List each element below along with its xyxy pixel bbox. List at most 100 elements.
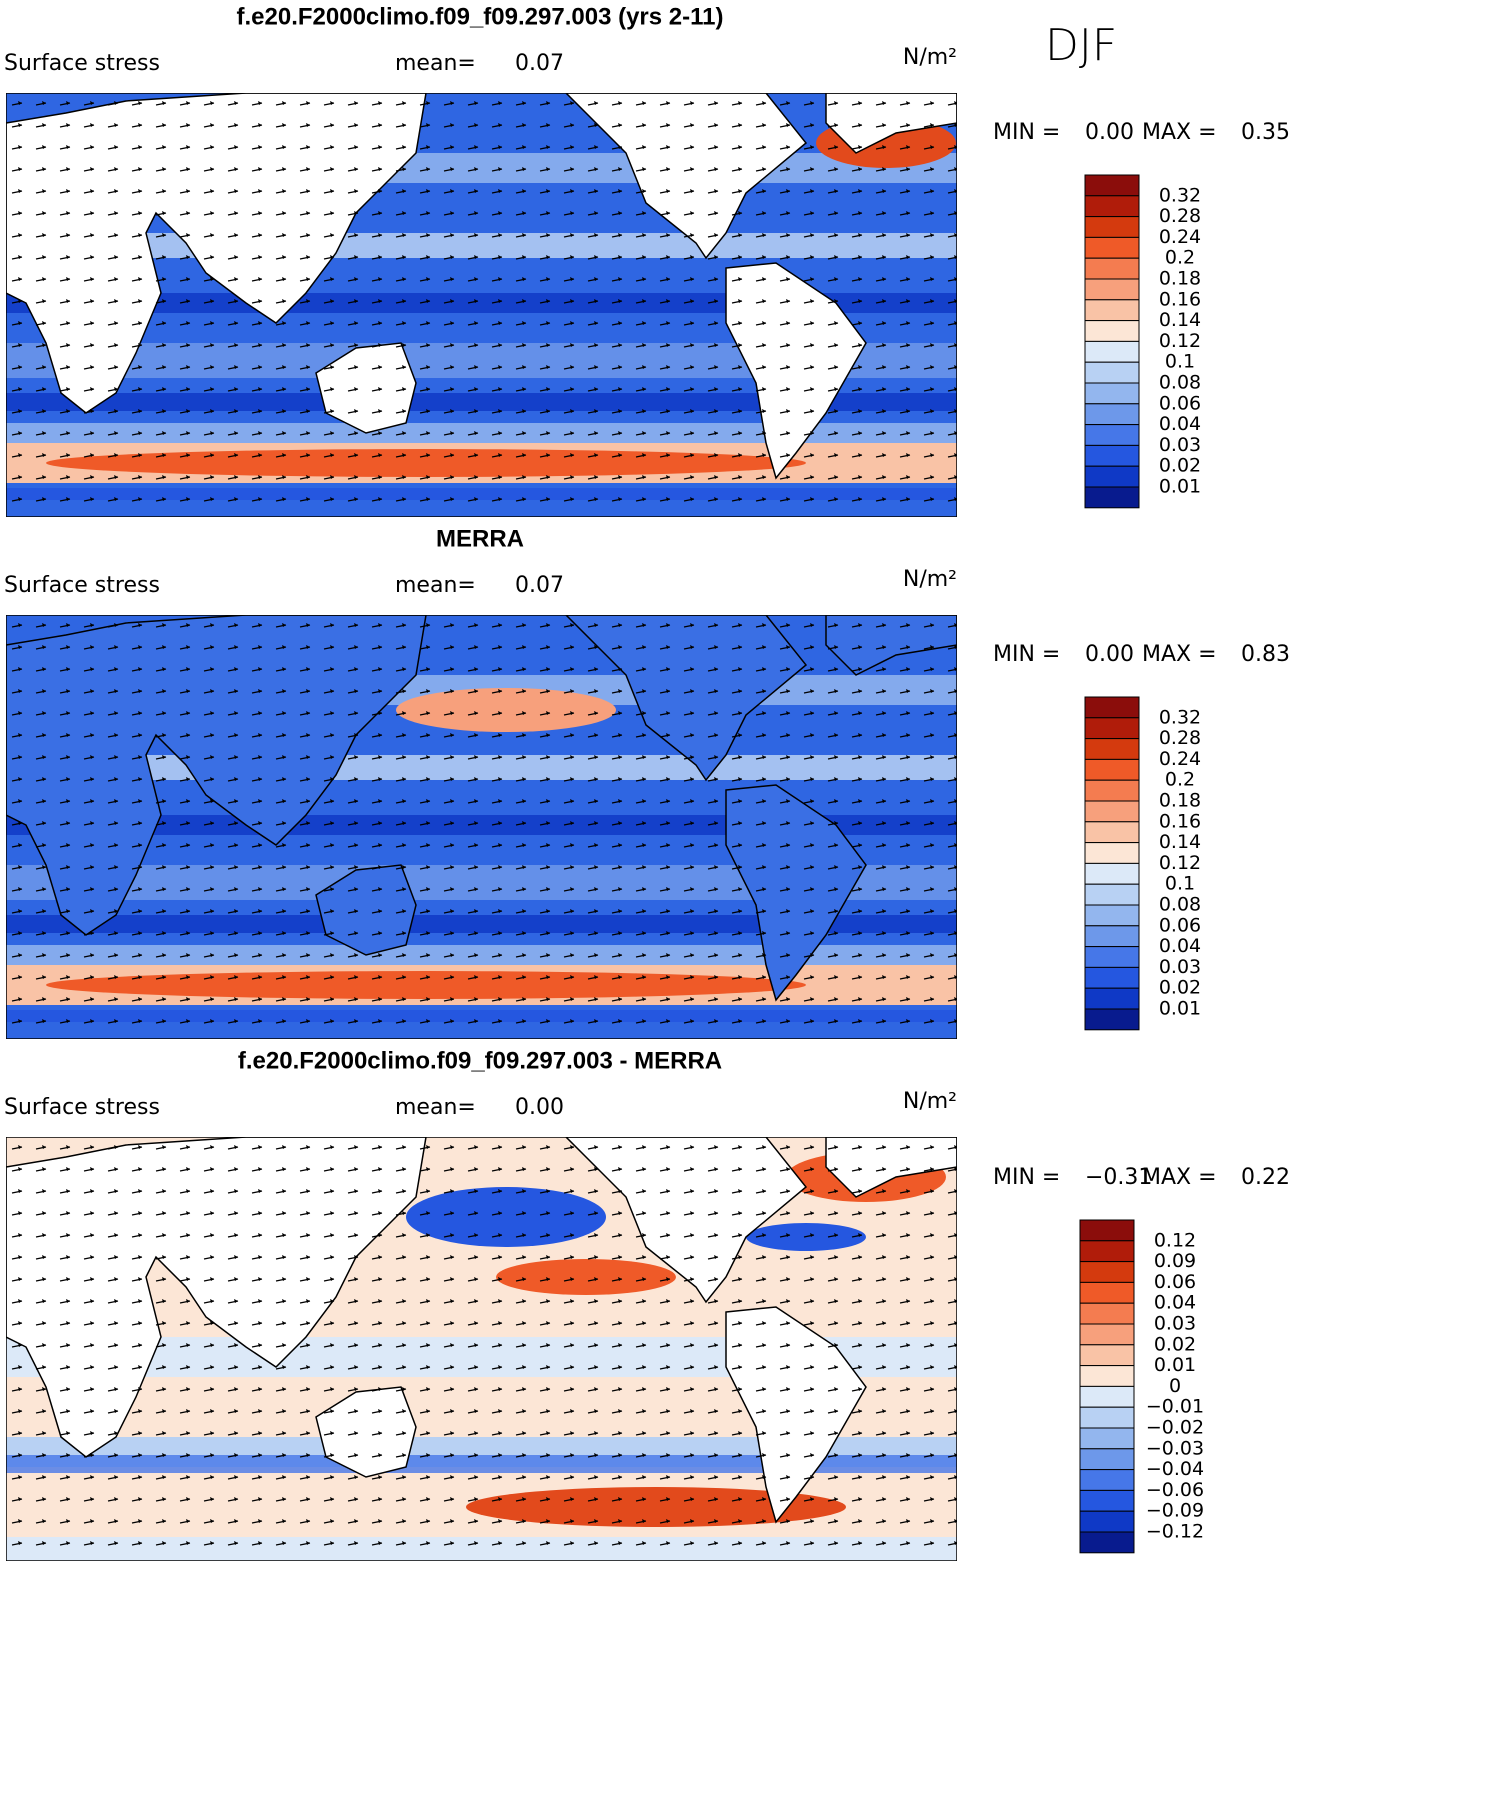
min-label: MIN =	[993, 642, 1060, 667]
wind-arrows	[6, 93, 957, 517]
colorbar-swatch	[1084, 382, 1140, 405]
wind-arrows	[6, 1137, 957, 1561]
panel: f.e20.F2000climo.f09_f09.297.003 (yrs 2-…	[4, 3, 1290, 517]
colorbar-swatch	[1084, 257, 1140, 280]
colorbar-swatch	[1084, 738, 1140, 760]
max-value: 0.35	[1241, 120, 1290, 145]
colorbar-label: 0.16	[1159, 288, 1201, 310]
colorbar-label: 0.24	[1159, 748, 1201, 770]
colorbar-label: 0.02	[1159, 977, 1201, 999]
colorbar-swatch	[1084, 424, 1140, 446]
colorbar-label: 0.03	[1159, 956, 1201, 978]
colorbar-label: 0.02	[1154, 1333, 1196, 1355]
colorbar-swatch	[1079, 1219, 1135, 1242]
colorbar-swatch	[1079, 1281, 1135, 1304]
colorbar-label: 0.1	[1165, 351, 1195, 373]
max-value: 0.22	[1241, 1165, 1290, 1190]
colorbar-label: 0	[1169, 1375, 1181, 1397]
mean-label: mean=	[395, 51, 476, 76]
colorbar-swatch	[1084, 361, 1140, 384]
colorbar-swatch	[1084, 883, 1140, 906]
panel-title: f.e20.F2000climo.f09_f09.297.003 (yrs 2-…	[237, 3, 724, 30]
colorbar-swatch	[1084, 779, 1140, 802]
colorbar-swatch	[1079, 1469, 1135, 1491]
colorbar-label: −0.04	[1146, 1458, 1204, 1480]
colorbar-label: 0.32	[1159, 706, 1201, 728]
colorbar-swatch	[1079, 1427, 1135, 1450]
max-label: MAX =	[1142, 1165, 1217, 1190]
colorbar-swatch	[1084, 862, 1140, 885]
colorbar-swatch	[1079, 1261, 1135, 1283]
max-label: MAX =	[1142, 120, 1217, 145]
colorbar-label: 0.04	[1154, 1292, 1196, 1314]
season-label: DJF	[1045, 20, 1117, 71]
colorbar-label: 0.01	[1159, 998, 1201, 1020]
colorbar-label: 0.24	[1159, 226, 1201, 248]
colorbar-swatch	[1079, 1448, 1135, 1471]
colorbar-swatch	[1084, 904, 1140, 927]
colorbar-swatch	[1084, 946, 1140, 968]
colorbar-label: −0.06	[1146, 1479, 1204, 1501]
colorbar-swatch	[1084, 987, 1140, 1010]
colorbar-swatch	[1084, 842, 1140, 864]
units: N/m²	[903, 1089, 957, 1114]
colorbar-swatch	[1084, 216, 1140, 238]
colorbar-swatch	[1084, 486, 1140, 509]
colorbar-swatch	[1079, 1323, 1135, 1346]
mean-label: mean=	[395, 573, 476, 598]
colorbar-label: 0.04	[1159, 935, 1201, 957]
colorbar-label: 0.2	[1165, 769, 1195, 791]
colorbar-label: 0.02	[1159, 455, 1201, 477]
wind-arrows	[6, 615, 957, 1039]
colorbar-swatch	[1084, 278, 1140, 301]
colorbar-label: 0.06	[1159, 914, 1201, 936]
colorbar-swatch	[1079, 1531, 1135, 1554]
colorbar-label: 0.28	[1159, 205, 1201, 227]
panel-title: MERRA	[436, 525, 524, 552]
colorbar-label: 0.06	[1159, 392, 1201, 414]
map	[6, 93, 957, 517]
max-label: MAX =	[1142, 642, 1217, 667]
colorbar-swatch	[1079, 1385, 1135, 1408]
min-value: 0.00	[1085, 120, 1134, 145]
map	[6, 1137, 957, 1561]
min-label: MIN =	[993, 1165, 1060, 1190]
colorbar-label: 0.06	[1154, 1271, 1196, 1293]
colorbar-swatch	[1084, 821, 1140, 844]
colorbar-label: 0.16	[1159, 810, 1201, 832]
colorbar-label: 0.28	[1159, 727, 1201, 749]
colorbar-label: 0.08	[1159, 372, 1201, 394]
colorbar-label: 0.01	[1154, 1354, 1196, 1376]
field-label: Surface stress	[4, 573, 160, 598]
colorbar-label: 0.2	[1165, 247, 1195, 269]
colorbar-label: −0.09	[1146, 1500, 1204, 1522]
units: N/m²	[903, 567, 957, 592]
colorbar-label: 0.32	[1159, 184, 1201, 206]
colorbar-swatch	[1079, 1240, 1135, 1263]
colorbar-swatch	[1084, 444, 1140, 467]
colorbar-swatch	[1084, 696, 1140, 719]
colorbar-label: 0.04	[1159, 413, 1201, 435]
colorbar-swatch	[1084, 925, 1140, 948]
min-value: 0.00	[1085, 642, 1134, 667]
colorbar-label: −0.12	[1146, 1521, 1204, 1543]
colorbar-swatch	[1079, 1344, 1135, 1367]
colorbar-swatch	[1084, 174, 1140, 197]
colorbar-swatch	[1084, 299, 1140, 322]
colorbar-swatch	[1084, 320, 1140, 342]
colorbar-label: 0.14	[1159, 831, 1201, 853]
map	[6, 615, 957, 1039]
colorbar-swatch	[1084, 966, 1140, 989]
colorbar-swatch	[1079, 1302, 1135, 1325]
colorbar-label: 0.12	[1154, 1229, 1196, 1251]
colorbar-label: −0.03	[1146, 1437, 1204, 1459]
mean-value: 0.07	[515, 51, 564, 76]
panel: MERRA Surface stress mean= 0.07 N/m² MIN = 0.0…	[4, 525, 1290, 1039]
colorbar-label: 0.01	[1159, 476, 1201, 498]
colorbar-label: 0.12	[1159, 852, 1201, 874]
units: N/m²	[903, 45, 957, 70]
colorbar-label: 0.03	[1159, 434, 1201, 456]
colorbar-swatch	[1084, 465, 1140, 488]
panel: f.e20.F2000climo.f09_f09.297.003 - MERRA…	[4, 1047, 1290, 1561]
